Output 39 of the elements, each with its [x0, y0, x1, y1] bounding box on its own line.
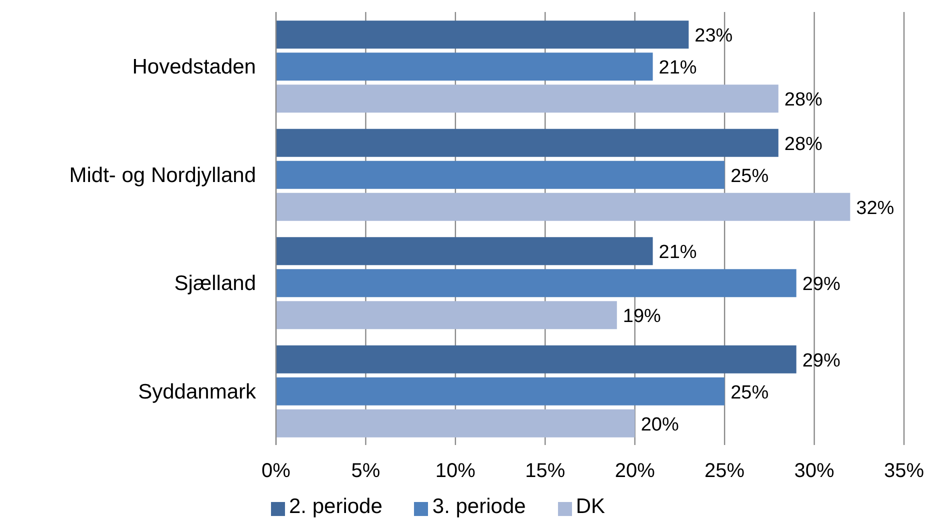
bar: [276, 192, 850, 221]
data-label: 25%: [730, 382, 769, 404]
bar: [276, 20, 689, 49]
data-label: 25%: [730, 166, 769, 187]
data-label: 28%: [784, 134, 823, 155]
data-label: 29%: [802, 350, 840, 372]
bar: [276, 237, 653, 266]
bar: [276, 128, 778, 157]
y-tick-label: Sjælland: [174, 272, 256, 296]
y-tick-label: Midt- og Nordjylland: [69, 164, 256, 187]
data-label: 23%: [694, 26, 733, 47]
legend-label: 2. periode: [289, 495, 382, 518]
bar: [276, 377, 725, 406]
legend-label: DK: [576, 495, 605, 518]
bar: [276, 269, 796, 298]
x-tick-label: 15%: [525, 460, 566, 482]
x-tick-label: 30%: [794, 460, 835, 482]
bar: [276, 160, 725, 189]
bar: [276, 301, 617, 330]
data-label: 28%: [784, 90, 823, 111]
data-label: 19%: [622, 306, 662, 328]
x-tick-label: 5%: [351, 460, 380, 482]
bar: [276, 409, 635, 438]
data-label: 21%: [658, 58, 697, 79]
x-tick-label: 20%: [614, 460, 656, 482]
x-tick-label: 0%: [262, 460, 291, 482]
legend-label: 3. periode: [432, 495, 526, 518]
data-label: 20%: [640, 414, 679, 436]
x-tick-label: 35%: [884, 460, 924, 482]
x-tick-label: 25%: [704, 460, 745, 482]
data-label: 21%: [658, 242, 697, 264]
bar: [276, 345, 796, 374]
data-label: 29%: [802, 274, 840, 296]
x-tick-label: 10%: [435, 460, 476, 482]
bar: [276, 52, 653, 81]
y-tick-label: Syddanmark: [138, 380, 256, 404]
data-label: 32%: [856, 198, 894, 219]
bar: [276, 84, 778, 113]
y-tick-label: Hovedstaden: [132, 56, 256, 79]
